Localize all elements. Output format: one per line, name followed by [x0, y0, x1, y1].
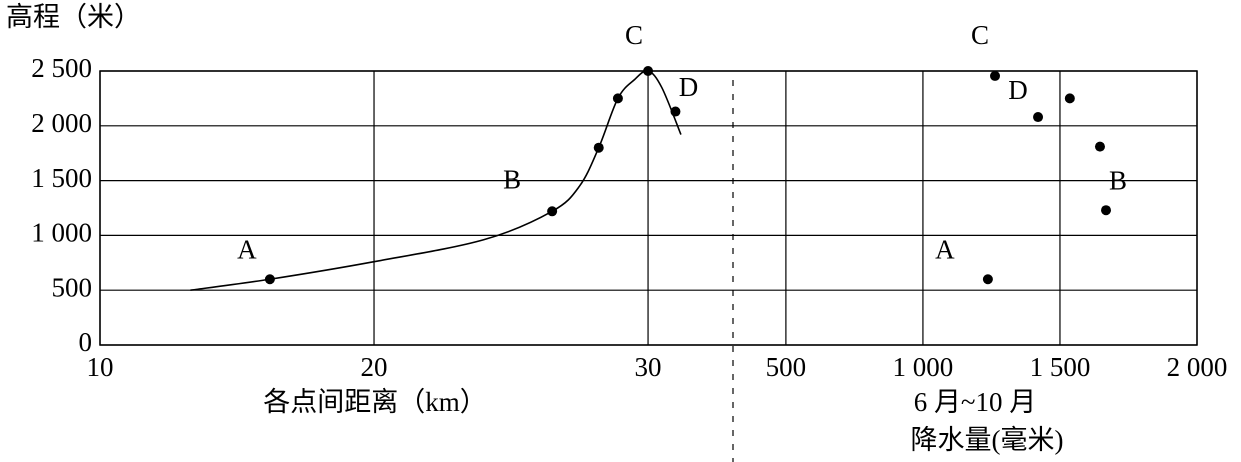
y-tick-label: 0 [79, 327, 93, 357]
point-label: C [971, 20, 989, 50]
x-axis-title: 6 月~10 月 [914, 387, 1037, 417]
point-label: D [1008, 75, 1028, 105]
x-tick-label: 30 [635, 352, 662, 382]
y-tick-label: 1 000 [31, 218, 92, 248]
data-point [593, 142, 604, 153]
x-tick-label: 2 000 [1167, 352, 1228, 382]
data-point [1033, 112, 1044, 123]
data-point [643, 66, 654, 76]
y-axis-title: 高程（米） [6, 2, 141, 32]
point-label: A [935, 234, 955, 264]
point-label: D [679, 72, 699, 102]
x-axis-title: 各点间距离（km） [263, 387, 487, 417]
point-label: C [625, 20, 643, 50]
x-tick-label: 1 000 [893, 352, 954, 382]
point-label: A [237, 234, 257, 264]
y-tick-label: 1 500 [31, 163, 92, 193]
data-point [990, 70, 1001, 81]
x-axis-title: 降水量(毫米) [911, 425, 1064, 455]
data-point [670, 106, 681, 117]
point-label: B [503, 164, 521, 194]
point-label: B [1109, 165, 1127, 195]
y-tick-label: 2 500 [31, 53, 92, 83]
x-tick-label: 1 500 [1030, 352, 1091, 382]
data-point [982, 274, 993, 285]
data-point [612, 93, 623, 104]
x-tick-label: 10 [87, 352, 114, 382]
y-tick-label: 2 000 [31, 108, 92, 138]
data-point [1064, 93, 1075, 104]
x-tick-label: 20 [361, 352, 388, 382]
y-tick-label: 500 [52, 272, 93, 302]
data-point [264, 274, 275, 285]
x-tick-label: 500 [766, 352, 807, 382]
data-point [547, 206, 558, 217]
data-point [1101, 205, 1112, 216]
data-point [1094, 141, 1105, 152]
